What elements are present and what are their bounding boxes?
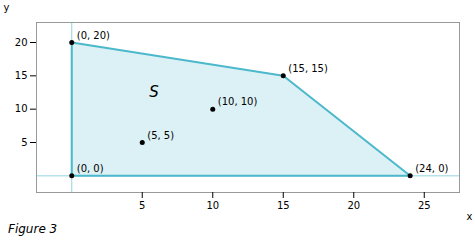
svg-text:5: 5 — [21, 137, 27, 148]
svg-text:x: x — [467, 211, 473, 222]
svg-text:(0, 0): (0, 0) — [77, 163, 104, 174]
svg-text:10: 10 — [15, 103, 28, 114]
svg-text:(24, 0): (24, 0) — [415, 163, 448, 174]
svg-text:25: 25 — [418, 200, 431, 211]
svg-text:(15, 15): (15, 15) — [288, 63, 328, 74]
html-text:Figure 3: Figure 3 — [8, 222, 58, 236]
svg-text:20: 20 — [347, 200, 360, 211]
svg-text:15: 15 — [15, 70, 28, 81]
svg-text:(5, 5): (5, 5) — [147, 130, 174, 141]
svg-text:S: S — [149, 83, 159, 101]
svg-text:10: 10 — [206, 200, 219, 211]
svg-text:5: 5 — [139, 200, 145, 211]
svg-text:20: 20 — [15, 37, 28, 48]
svg-text:(10, 10): (10, 10) — [218, 96, 258, 107]
svg-text:y: y — [4, 2, 10, 13]
svg-text:15: 15 — [277, 200, 290, 211]
svg-text:(0, 20): (0, 20) — [77, 30, 110, 41]
